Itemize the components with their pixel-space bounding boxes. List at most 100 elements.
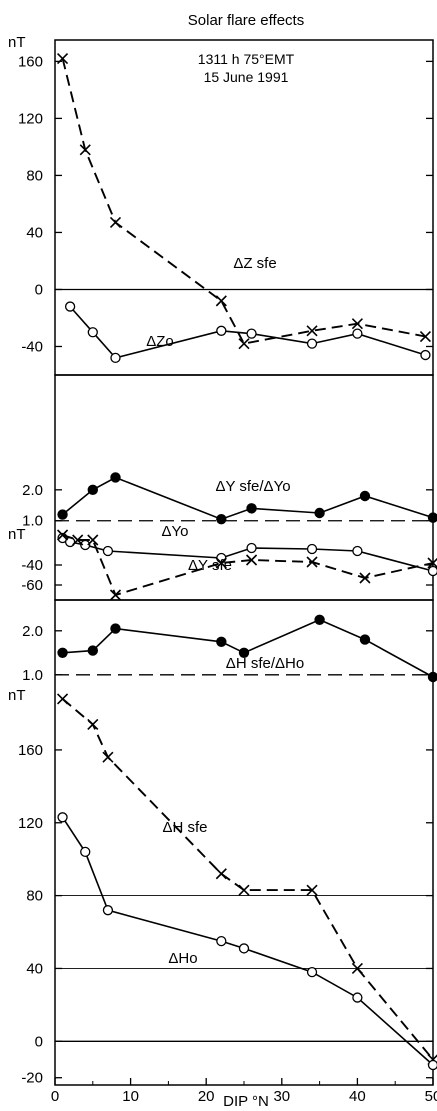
x-tick-label: 30 xyxy=(273,1088,290,1105)
x-tick-label: 0 xyxy=(51,1088,59,1105)
zo-point xyxy=(308,339,317,348)
ho-point xyxy=(81,847,90,856)
series-label: ΔH sfe xyxy=(162,819,207,836)
y-tick-label: 160 xyxy=(18,53,43,70)
y-tick-label: 0 xyxy=(35,1033,43,1050)
y-tick-label: 120 xyxy=(18,815,43,832)
series-hsfeho: ΔH sfe/ΔHo xyxy=(57,615,437,683)
y-tick-label: 120 xyxy=(18,110,43,127)
series-label: ΔY sfe xyxy=(188,557,232,574)
y-tick-label: -20 xyxy=(21,1070,43,1087)
panel-frame-3 xyxy=(55,600,433,1085)
series-label: ΔH sfe/ΔHo xyxy=(226,655,304,672)
y-tick-label: 1.0 xyxy=(22,667,43,684)
ho-point xyxy=(58,813,67,822)
y-tick-label: -60 xyxy=(21,577,43,594)
ho-point xyxy=(308,968,317,977)
zsfe-point xyxy=(239,339,249,349)
panel-y-ratio: 2.0 1.0 ΔY sfe/ΔYo xyxy=(22,472,437,529)
series-line xyxy=(63,535,433,595)
ysfeyo-point xyxy=(360,491,370,501)
series-line xyxy=(63,817,433,1065)
panel-h: 160 120 80 40 0 -20 nT ΔH sfe ΔHo xyxy=(8,687,437,1087)
y-unit-label: nT xyxy=(8,687,26,704)
ho-point xyxy=(429,1060,437,1069)
y-tick-label: 80 xyxy=(26,167,43,184)
zo-point xyxy=(421,351,430,360)
y-tick-label: -40 xyxy=(21,338,43,355)
zo-point xyxy=(247,329,256,338)
zo-point xyxy=(217,326,226,335)
y-tick-label: 40 xyxy=(26,960,43,977)
ysfe-point xyxy=(110,590,120,600)
ho-point xyxy=(103,906,112,915)
series-ysfe: ΔY sfe xyxy=(58,530,437,600)
x-axis-label: DIP °N xyxy=(223,1093,269,1110)
y-tick-label: 2.0 xyxy=(22,623,43,640)
zsfe-point xyxy=(110,217,120,227)
y-tick-label: 2.0 xyxy=(22,482,43,499)
hsfe-point xyxy=(239,885,249,895)
yo-point xyxy=(247,544,256,553)
series-yo: ΔYo xyxy=(58,523,437,576)
annotation-date: 15 June 1991 xyxy=(204,69,289,85)
ysfeyo-point xyxy=(57,509,67,519)
ysfeyo-point xyxy=(88,485,98,495)
panels: 1311 h 75°EMT 15 June 1991 160 120 80 40 0 -40 n… xyxy=(8,34,437,1087)
series-label: ΔZo xyxy=(146,333,174,350)
series-label: ΔZ sfe xyxy=(233,255,276,272)
series-ho: ΔHo xyxy=(58,813,437,1070)
ho-point xyxy=(217,937,226,946)
y-tick-label: 160 xyxy=(18,742,43,759)
series-hsfe: ΔH sfe xyxy=(58,694,437,1065)
y-tick-label: -40 xyxy=(21,557,43,574)
zsfe-point xyxy=(216,296,226,306)
ho-point xyxy=(240,944,249,953)
annotation-time: 1311 h 75°EMT xyxy=(198,51,295,67)
panel-frame-1 xyxy=(55,40,433,375)
ysfeyo-point xyxy=(314,508,324,518)
series-label: ΔY sfe/ΔYo xyxy=(215,478,290,495)
yo-point xyxy=(429,567,437,576)
hsfe-point xyxy=(88,719,98,729)
series-line xyxy=(63,538,433,571)
ysfeyo-point xyxy=(216,514,226,524)
series-zo: ΔZo xyxy=(66,302,430,362)
y-tick-label: 40 xyxy=(26,224,43,241)
x-tick-label: 50 xyxy=(425,1088,437,1105)
panel-y: -40 -60 nT ΔYo ΔY sfe xyxy=(8,523,437,600)
yo-point xyxy=(103,547,112,556)
zo-point xyxy=(353,329,362,338)
hsfe-point xyxy=(103,752,113,762)
hsfe-point xyxy=(58,694,68,704)
hsfeho-point xyxy=(314,615,324,625)
yo-point xyxy=(308,545,317,554)
ysfe-point xyxy=(307,557,317,567)
hsfe-point xyxy=(216,869,226,879)
series-label: ΔYo xyxy=(162,523,189,540)
x-tick-label: 20 xyxy=(198,1088,215,1105)
x-tick-label: 40 xyxy=(349,1088,366,1105)
zo-point xyxy=(111,353,120,362)
hsfeho-point xyxy=(360,634,370,644)
series-line xyxy=(63,59,426,344)
hsfeho-point xyxy=(88,645,98,655)
y-tick-label: 80 xyxy=(26,888,43,905)
hsfeho-point xyxy=(110,623,120,633)
zo-point xyxy=(88,328,97,337)
hsfeho-point xyxy=(216,637,226,647)
series-ysfeyo: ΔY sfe/ΔYo xyxy=(57,472,437,524)
panel-h-ratio: 2.0 1.0 ΔH sfe/ΔHo xyxy=(22,615,437,684)
chart-title: Solar flare effects xyxy=(188,12,304,29)
y-unit-label: nT xyxy=(8,34,26,51)
hsfeho-point xyxy=(428,672,437,682)
series-line xyxy=(63,699,433,1060)
y-unit-label: nT xyxy=(8,526,26,543)
series-zsfe: ΔZ sfe xyxy=(58,54,431,349)
yo-point xyxy=(353,547,362,556)
y-tick-label: 0 xyxy=(35,281,43,298)
x-tick-label: 10 xyxy=(122,1088,139,1105)
ysfeyo-point xyxy=(246,503,256,513)
ho-point xyxy=(353,993,362,1002)
